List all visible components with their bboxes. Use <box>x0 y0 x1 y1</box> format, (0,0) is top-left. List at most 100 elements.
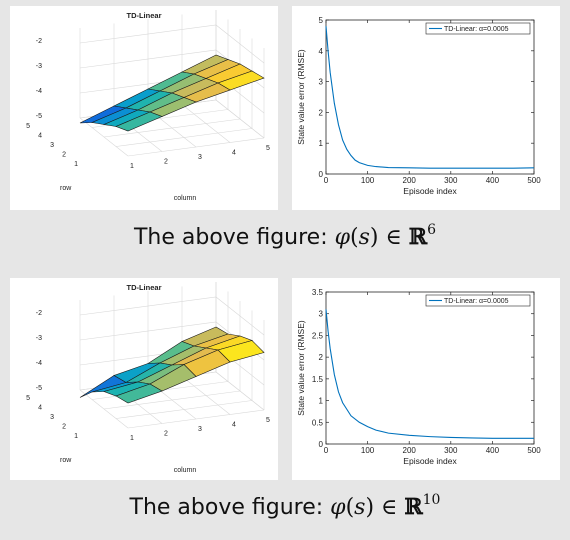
x-tick-label: 0 <box>324 176 329 185</box>
column-tick-label: 5 <box>266 145 270 152</box>
error-plot-panel-2: 0 100 200 300 400 500 0 0.5 1 1.5 2 2.5 3 3.5 Episode … <box>292 278 560 480</box>
x-axis-label: Episode index <box>403 456 457 466</box>
z-tick-label: -3 <box>36 63 42 70</box>
caption-dim: 6 <box>427 222 437 238</box>
y-tick-label: 0.5 <box>312 418 324 427</box>
legend-label: TD-Linear: α=0.0005 <box>444 26 509 33</box>
y-tick-label: 5 <box>319 16 324 25</box>
caption-close-paren: ) <box>369 225 379 250</box>
column-axis-label: column <box>174 467 197 474</box>
row-axis-label: row <box>60 457 72 464</box>
caption-open-paren: ( <box>350 225 359 250</box>
z-tick-label: -3 <box>36 335 42 342</box>
surface-plot-panel-2: TD-Linear -2 -3 -4 -5 1 2 3 4 5 1 2 3 4 5 row column <box>10 278 278 480</box>
row-tick-label: 5 <box>26 123 30 130</box>
column-tick-label: 3 <box>198 426 202 433</box>
x-tick-label: 200 <box>403 176 417 185</box>
column-tick-label: 3 <box>198 154 202 161</box>
error-plot-1: 0 100 200 300 400 500 0 1 2 3 4 5 Episode index State… <box>296 16 541 196</box>
plot-area <box>325 291 535 445</box>
wall-gridline <box>79 296 265 336</box>
y-axis-label: State value error (RMSE) <box>296 49 306 145</box>
row-tick-label: 3 <box>50 142 54 149</box>
row-tick-label: 2 <box>62 424 66 431</box>
x-tick-label: 400 <box>486 176 500 185</box>
floor-gridline <box>181 376 231 415</box>
caption-phi: φ <box>330 495 346 520</box>
series-line <box>325 309 534 439</box>
y-tick-label: 4 <box>319 47 324 56</box>
y-tick-label: 3 <box>319 310 324 319</box>
error-plot-panel-1: 0 100 200 300 400 500 0 1 2 3 4 5 Episode index State… <box>292 6 560 210</box>
x-tick-label: 300 <box>444 446 458 455</box>
x-tick-label: 500 <box>527 176 541 185</box>
column-axis-label: column <box>174 195 197 202</box>
y-tick-label: 1 <box>319 397 324 406</box>
row-tick-label: 4 <box>38 405 42 412</box>
x-tick-label: 100 <box>361 446 375 455</box>
x-tick-label: 0 <box>324 446 329 455</box>
x-tick-label: 200 <box>403 446 417 455</box>
z-tick-label: -4 <box>36 88 42 95</box>
caption-dim: 10 <box>422 492 441 508</box>
legend-box <box>425 22 531 35</box>
column-tick-label: 5 <box>266 417 270 424</box>
row-axis-label: row <box>60 185 72 192</box>
surface-patch <box>115 111 163 132</box>
caption-reals: ℝ <box>408 224 428 250</box>
y-tick-label: 3.5 <box>312 288 324 297</box>
z-tick-label: -5 <box>36 113 42 120</box>
chart-title: TD-Linear <box>126 11 161 20</box>
caption-in: ∈ <box>381 495 398 520</box>
caption-1: The above figure: φ(s) ∈ ℝ6 <box>0 222 570 250</box>
row-tick-label: 4 <box>38 133 42 140</box>
row-tick-label: 1 <box>74 161 78 168</box>
x-tick-label: 400 <box>486 446 500 455</box>
z-tick-label: -5 <box>36 385 42 392</box>
caption-2: The above figure: φ(s) ∈ ℝ10 <box>0 492 570 520</box>
z-tick-label: -2 <box>36 310 42 317</box>
caption-phi: φ <box>334 225 351 250</box>
x-axis-label: Episode index <box>403 186 457 196</box>
y-tick-label: 2.5 <box>312 331 324 340</box>
z-tick-label: -2 <box>36 38 42 45</box>
error-plot-2: 0 100 200 300 400 500 0 0.5 1 1.5 2 2.5 3 3.5 Episode … <box>296 288 541 466</box>
floor-gridline <box>181 104 231 143</box>
caption-open-paren: ( <box>345 495 355 520</box>
caption-prefix: The above figure: <box>133 225 328 250</box>
y-tick-label: 1 <box>319 139 324 148</box>
row-tick-label: 1 <box>74 433 78 440</box>
x-tick-label: 300 <box>444 176 458 185</box>
y-tick-label: 0 <box>319 170 324 179</box>
row-tick-label: 3 <box>50 414 54 421</box>
legend-box <box>425 294 531 307</box>
series-line <box>325 26 535 169</box>
z-tick-label: -4 <box>36 360 42 367</box>
caption-prefix: The above figure: <box>129 495 324 520</box>
row-tick-label: 5 <box>26 395 30 402</box>
x-tick-label: 500 <box>527 446 541 455</box>
y-tick-label: 2 <box>319 108 324 117</box>
column-tick-label: 4 <box>232 150 236 157</box>
chart-title: TD-Linear <box>126 283 161 292</box>
floor-gridline <box>215 371 265 411</box>
y-tick-label: 2 <box>319 353 324 362</box>
surface-plot-1: TD-Linear -2 -3 -4 -5 1 2 3 4 5 1 2 3 4 5 row column <box>26 10 270 202</box>
plot-area <box>325 19 535 175</box>
caption-close-paren: ) <box>365 495 375 520</box>
y-axis-label: State value error (RMSE) <box>296 320 306 416</box>
caption-in: ∈ <box>385 225 402 250</box>
column-tick-label: 2 <box>164 431 168 438</box>
surface-plot-2: TD-Linear -2 -3 -4 -5 1 2 3 4 5 1 2 3 4 5 row column <box>26 282 270 474</box>
x-tick-label: 100 <box>361 176 375 185</box>
row-tick-label: 2 <box>62 152 66 159</box>
column-tick-label: 4 <box>232 422 236 429</box>
surface-plot-panel-1: TD-Linear -2 -3 -4 -5 1 2 3 4 5 1 2 3 4 5 row column <box>10 6 278 210</box>
wall-gridline <box>79 24 265 64</box>
caption-reals: ℝ <box>404 494 423 520</box>
column-tick-label: 1 <box>130 435 134 442</box>
column-tick-label: 2 <box>164 159 168 166</box>
caption-s: s <box>358 225 370 250</box>
y-tick-label: 0 <box>319 440 324 449</box>
surface-patch <box>115 383 163 404</box>
